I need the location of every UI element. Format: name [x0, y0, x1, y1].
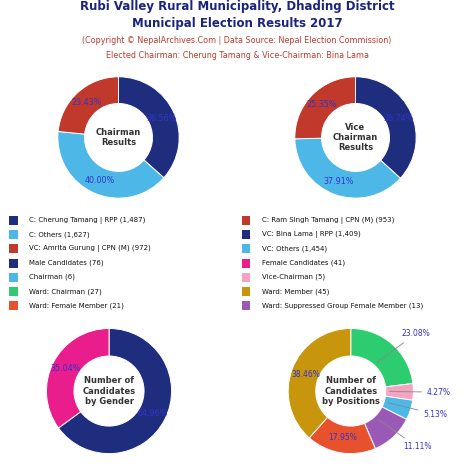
Wedge shape — [295, 77, 356, 139]
Wedge shape — [295, 138, 401, 198]
Text: Female Candidates (41): Female Candidates (41) — [262, 260, 345, 266]
Bar — [9, 245, 18, 253]
Text: Municipal Election Results 2017: Municipal Election Results 2017 — [132, 17, 342, 30]
Text: 23.08%: 23.08% — [377, 329, 430, 362]
Wedge shape — [365, 407, 407, 448]
Bar — [9, 216, 18, 225]
Text: 5.13%: 5.13% — [388, 403, 447, 419]
Text: Male Candidates (76): Male Candidates (76) — [29, 260, 104, 266]
Text: 23.43%: 23.43% — [72, 98, 102, 107]
Text: VC: Bina Lama | RPP (1,409): VC: Bina Lama | RPP (1,409) — [262, 231, 360, 238]
Wedge shape — [385, 383, 413, 400]
Bar — [9, 287, 18, 296]
Text: 36.74%: 36.74% — [383, 114, 414, 123]
Text: Ward: Suppressed Group Female Member (13): Ward: Suppressed Group Female Member (13… — [262, 302, 423, 309]
Wedge shape — [58, 131, 164, 198]
Bar — [242, 216, 250, 225]
Text: C: Cherung Tamang | RPP (1,487): C: Cherung Tamang | RPP (1,487) — [29, 217, 146, 224]
Bar — [242, 245, 250, 253]
Text: 64.96%: 64.96% — [137, 409, 168, 418]
Text: Vice
Chairman
Results: Vice Chairman Results — [333, 123, 378, 152]
Wedge shape — [351, 328, 413, 387]
Bar — [242, 287, 250, 296]
Wedge shape — [118, 77, 179, 178]
Bar — [9, 230, 18, 239]
Text: Rubi Valley Rural Municipality, Dhading District: Rubi Valley Rural Municipality, Dhading … — [80, 0, 394, 13]
Text: VC: Others (1,454): VC: Others (1,454) — [262, 246, 327, 252]
Text: 40.00%: 40.00% — [84, 176, 115, 185]
Text: 4.27%: 4.27% — [390, 388, 451, 397]
Bar — [242, 273, 250, 282]
Text: C: Others (1,627): C: Others (1,627) — [29, 231, 90, 237]
Text: Elected Chairman: Cherung Tamang & Vice-Chairman: Bina Lama: Elected Chairman: Cherung Tamang & Vice-… — [106, 51, 368, 60]
Bar — [9, 301, 18, 310]
Wedge shape — [288, 328, 351, 438]
Text: Number of
Candidates
by Gender: Number of Candidates by Gender — [82, 376, 136, 406]
Text: Number of
Candidates
by Positions: Number of Candidates by Positions — [322, 376, 380, 406]
Text: 38.46%: 38.46% — [292, 370, 321, 379]
Text: C: Ram Singh Tamang | CPN (M) (953): C: Ram Singh Tamang | CPN (M) (953) — [262, 217, 394, 224]
Bar — [242, 301, 250, 310]
Bar — [242, 230, 250, 239]
Text: Ward: Chairman (27): Ward: Chairman (27) — [29, 288, 102, 294]
Text: (Copyright © NepalArchives.Com | Data Source: Nepal Election Commission): (Copyright © NepalArchives.Com | Data So… — [82, 36, 392, 45]
Wedge shape — [46, 328, 109, 428]
Wedge shape — [58, 77, 118, 134]
Bar — [9, 273, 18, 282]
Wedge shape — [58, 328, 172, 454]
Text: 17.95%: 17.95% — [328, 434, 357, 443]
Text: 35.04%: 35.04% — [50, 365, 81, 374]
Wedge shape — [382, 396, 413, 419]
Bar — [242, 259, 250, 267]
Text: VC: Amrita Gurung | CPN (M) (972): VC: Amrita Gurung | CPN (M) (972) — [29, 246, 151, 252]
Text: 37.91%: 37.91% — [324, 177, 354, 186]
Text: Vice-Chairman (5): Vice-Chairman (5) — [262, 274, 325, 280]
Text: Ward: Member (45): Ward: Member (45) — [262, 288, 329, 294]
Wedge shape — [309, 417, 375, 454]
Text: Chairman
Results: Chairman Results — [96, 128, 141, 147]
Bar — [9, 259, 18, 267]
Text: Ward: Female Member (21): Ward: Female Member (21) — [29, 302, 124, 309]
Text: 25.35%: 25.35% — [306, 100, 337, 109]
Wedge shape — [356, 77, 416, 178]
Text: 11.11%: 11.11% — [378, 419, 431, 451]
Text: Chairman (6): Chairman (6) — [29, 274, 75, 280]
Text: 36.56%: 36.56% — [146, 114, 177, 123]
